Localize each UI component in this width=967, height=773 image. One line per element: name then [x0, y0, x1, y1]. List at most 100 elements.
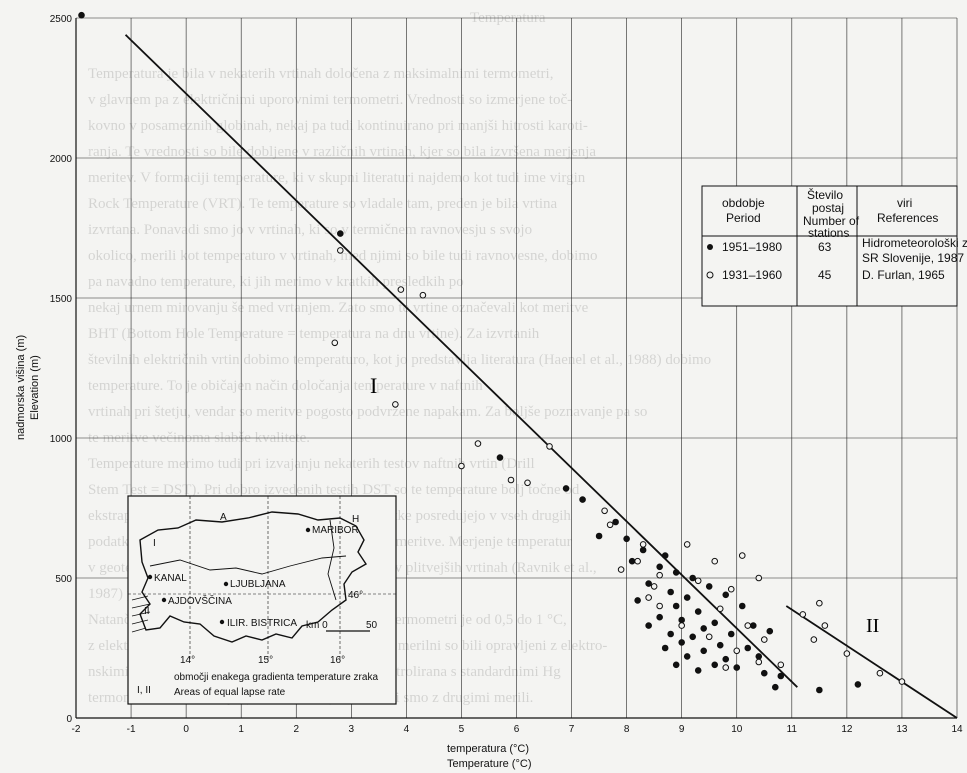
data-point-open: [744, 622, 752, 629]
y-axis-label: nadmorska višina (m): [15, 335, 27, 440]
x-tick-label: 11: [787, 724, 798, 735]
y-tick-label: 2500: [50, 14, 73, 25]
data-point-open: [419, 291, 427, 299]
data-point-open: [755, 658, 763, 666]
data-point-open: [722, 664, 730, 671]
x-tick-label: 4: [404, 724, 410, 735]
background-text-line: Rock Temperature (VRT). Te temperature s…: [88, 196, 558, 212]
x-tick-label: -2: [72, 724, 81, 735]
data-point-open: [683, 541, 691, 548]
map-degree-15: 15°: [258, 655, 273, 666]
data-point-filled: [766, 627, 774, 635]
data-point-open: [733, 647, 741, 655]
data-point-filled: [667, 588, 674, 596]
data-point-open: [634, 557, 641, 565]
background-text-line: Stem Test = DST). Pri dobro izvedenih te…: [88, 482, 580, 498]
map-place-kanal: KANAL: [154, 573, 187, 584]
background-text-line: pa navadno temperature, ki jih merimo v …: [88, 274, 464, 290]
data-point-filled: [733, 664, 741, 671]
x-tick-label: 13: [896, 724, 908, 735]
data-point-open: [755, 574, 763, 582]
x-tick-label: 8: [624, 724, 630, 735]
data-point-filled: [711, 619, 719, 627]
map-region-A: A: [220, 512, 227, 523]
background-text-line: meritev. V formaciji temperature, ki v s…: [88, 170, 586, 186]
data-point-open: [843, 650, 851, 657]
data-point-open: [777, 661, 785, 669]
data-point-open: [678, 622, 685, 629]
data-point-open: [650, 583, 658, 590]
data-point-open: [392, 401, 399, 408]
x-axis-label-en: Temperature (°C): [447, 758, 531, 770]
data-point-open: [799, 611, 807, 618]
data-point-filled: [656, 613, 663, 621]
map-degree-16: 16°: [330, 655, 345, 666]
x-tick-label: 0: [183, 724, 189, 735]
data-point-open: [606, 521, 614, 529]
y-axis-label-en: Elevation (m): [29, 355, 41, 420]
data-point-open: [639, 541, 647, 548]
y-tick-label: 1500: [50, 294, 73, 305]
table-header-stations-2: postaj: [812, 201, 844, 215]
data-point-filled: [78, 11, 85, 19]
map-title-en: Areas of equal lapse rate: [174, 687, 286, 698]
map-region-II: II: [144, 606, 150, 617]
data-point-open: [601, 507, 608, 515]
data-point-filled: [722, 591, 730, 599]
background-text-line: kovno v posameznih globinah, nekaj pa tu…: [88, 118, 588, 134]
data-point-open: [876, 669, 884, 677]
data-point-open: [474, 440, 482, 447]
background-text-line: okolico, merili kot temperaturo v vrtina…: [88, 248, 598, 264]
y-tick-label: 500: [55, 574, 72, 585]
background-text-line: temperature. To je običajen način določa…: [88, 378, 483, 394]
data-point-filled: [777, 672, 785, 680]
data-point-filled: [700, 647, 708, 655]
inset-map: A H I II MARIBOR KANAL LJUBLJANA AJDOVŠČ…: [127, 495, 397, 705]
map-degree-14: 14°: [180, 655, 195, 666]
data-point-open: [645, 594, 652, 601]
data-point-filled: [628, 557, 636, 565]
data-point-filled: [562, 485, 570, 492]
map-title: območji enakega gradienta temperature zr…: [174, 672, 378, 683]
table-header-stations: Število: [807, 187, 843, 202]
x-tick-label: 12: [841, 724, 853, 735]
map-region-H: H: [352, 514, 359, 525]
table-row1-ref2: SR Slovenije, 1987: [862, 251, 964, 265]
data-point-filled: [727, 630, 735, 638]
area-boundary: [149, 555, 347, 575]
table-header-stations-en: Number of: [803, 214, 860, 228]
data-point-filled: [623, 535, 630, 543]
x-tick-label: 7: [569, 724, 575, 735]
data-point-filled: [683, 653, 691, 660]
table-row2-period: 1931–1960: [722, 268, 782, 282]
data-point-filled: [854, 681, 862, 688]
data-point-open: [507, 476, 515, 484]
tick-labels: -2 -1 0 1 2 3 4 5 6 7 8 9 10 11 12 13 140500100015002000…: [50, 14, 963, 735]
background-text-line: nekaj urnem mirovanju še med vrtanjem. Z…: [88, 300, 589, 316]
x-tick-label: 6: [514, 724, 520, 735]
data-point-filled: [337, 230, 344, 237]
data-point-filled: [672, 661, 680, 669]
data-point-open: [716, 605, 724, 613]
data-point-open: [331, 339, 339, 347]
slovenia-outline: [139, 511, 367, 643]
data-point-open: [727, 585, 735, 593]
map-place-ljubljana: LJUBLJANA: [230, 579, 286, 590]
data-point-filled: [661, 552, 669, 559]
x-tick-label: 14: [951, 724, 963, 735]
data-point-open: [656, 602, 663, 610]
regression-lines: [124, 34, 958, 719]
data-point-open: [694, 577, 702, 585]
data-point-open: [546, 443, 553, 450]
data-point-filled: [689, 633, 697, 641]
legend-table: obdobje Period Število postaj Number of …: [701, 185, 967, 307]
data-points: [78, 11, 906, 694]
data-point-open: [617, 566, 625, 573]
data-point-open: [898, 678, 906, 685]
regression-line-II: [785, 605, 958, 719]
legend-filled-marker: [707, 244, 713, 250]
data-point-filled: [755, 653, 763, 660]
x-tick-label: 1: [238, 724, 244, 735]
table-header-refs-en: References: [877, 211, 938, 225]
data-point-open: [816, 599, 823, 607]
